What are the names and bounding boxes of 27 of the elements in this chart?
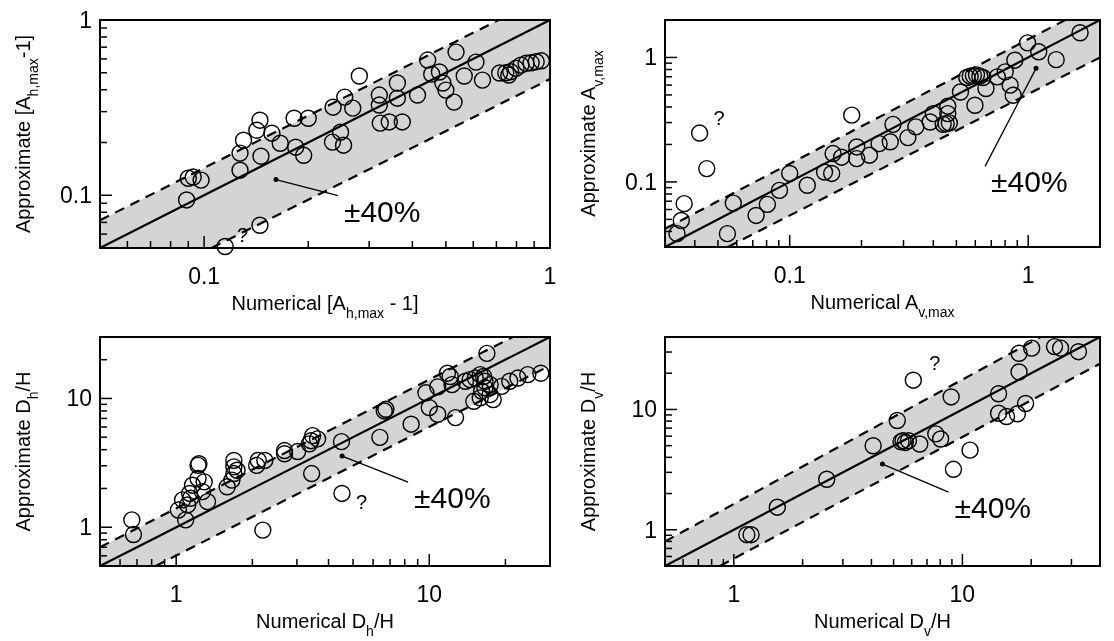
x-tick-label: 0.1	[188, 263, 221, 289]
y-tick-label: 1	[79, 7, 92, 33]
x-axis-title: Numerical A$_{v,max}$	[810, 291, 955, 320]
annotation: ±40%	[991, 165, 1068, 199]
y-tick-label: 0.1	[625, 168, 657, 195]
annotation: ±40%	[343, 194, 421, 228]
x-tick-label: 1	[169, 581, 183, 607]
x-tick-label: 10	[416, 581, 443, 607]
x-axis-title: Numerical D$_{h}$/H	[256, 610, 394, 639]
annotation: ?	[355, 491, 368, 514]
y-tick-label: 0.1	[60, 182, 92, 209]
x-tick-label: 1	[727, 581, 741, 607]
annotation: ?	[713, 107, 725, 130]
x-tick-label: 0.1	[773, 262, 806, 288]
y-tick-label: 10	[66, 385, 92, 412]
x-axis-title: Numerical D$_{v}$/H	[813, 610, 952, 639]
annotation: ±40%	[414, 481, 491, 515]
x-tick-label: 1	[543, 263, 557, 289]
x-tick-label: 10	[949, 581, 976, 607]
annotation: ?	[929, 352, 941, 375]
annotation: ±40%	[954, 491, 1032, 525]
x-axis-title: Numerical [A$_{h,max}$ - 1]	[231, 292, 419, 321]
y-tick-label: 10	[631, 396, 657, 423]
x-tick-label: 1	[1021, 262, 1035, 288]
y-tick-label: 1	[644, 516, 657, 543]
y-tick-label: 1	[644, 44, 657, 71]
y-tick-label: 1	[79, 514, 92, 541]
